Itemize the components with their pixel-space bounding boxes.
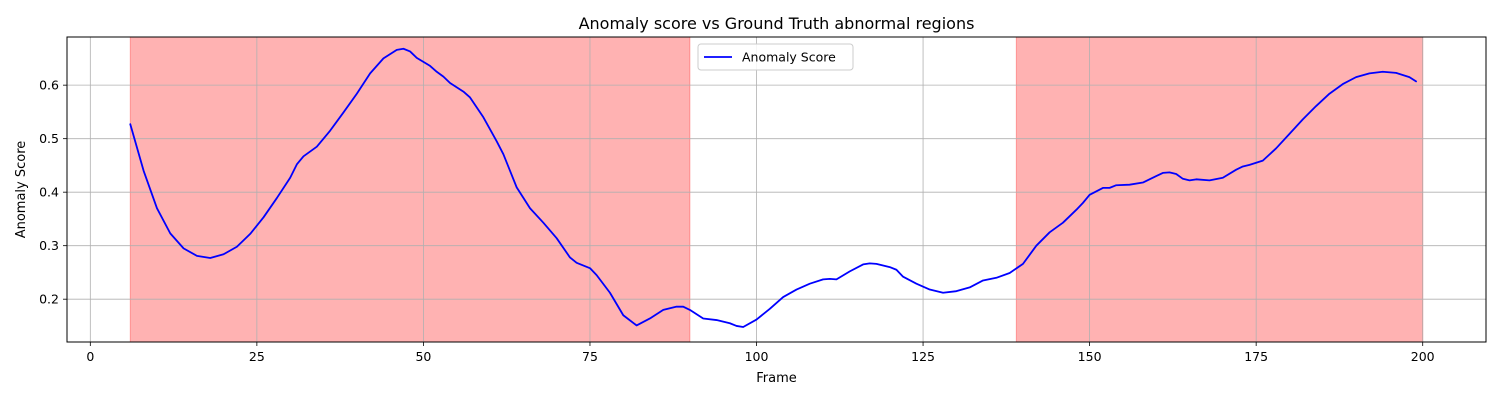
y-tick-label: 0.5 — [39, 131, 59, 146]
series-line-1 — [129, 47, 1417, 328]
plot-frame — [66, 36, 1487, 343]
y-tick-label: 0.3 — [39, 238, 59, 253]
x-tick-label: 100 — [745, 349, 769, 364]
abnormal-region-2 — [1015, 36, 1424, 343]
series-layer — [129, 47, 1417, 328]
x-tick-label: 50 — [415, 349, 431, 364]
abnormal-region-1 — [129, 36, 691, 343]
grid-lines — [67, 37, 1486, 342]
y-axis-label: Anomaly Score — [14, 141, 29, 239]
y-tick-label: 0.6 — [39, 78, 59, 93]
y-tick-label: 0.4 — [39, 185, 59, 200]
chart-title: Anomaly score vs Ground Truth abnormal r… — [579, 14, 975, 33]
legend: Anomaly Score — [697, 43, 854, 71]
x-tick-label: 200 — [1411, 349, 1435, 364]
abnormal-regions — [129, 36, 1424, 343]
x-axis-ticks: 0 25 50 75 100 125 150 175 200 — [86, 342, 1435, 364]
x-axis-label: Frame — [756, 371, 797, 386]
legend-label-anomaly-score: Anomaly Score — [742, 50, 836, 65]
x-tick-label: 75 — [582, 349, 598, 364]
x-tick-label: 150 — [1078, 349, 1102, 364]
x-tick-label: 0 — [86, 349, 94, 364]
x-tick-label: 125 — [911, 349, 935, 364]
y-axis-ticks: 0.2 0.3 0.4 0.5 0.6 — [39, 78, 67, 307]
x-tick-label: 175 — [1244, 349, 1268, 364]
legend-box — [697, 43, 854, 71]
x-tick-label: 25 — [249, 349, 265, 364]
y-tick-label: 0.2 — [39, 292, 59, 307]
